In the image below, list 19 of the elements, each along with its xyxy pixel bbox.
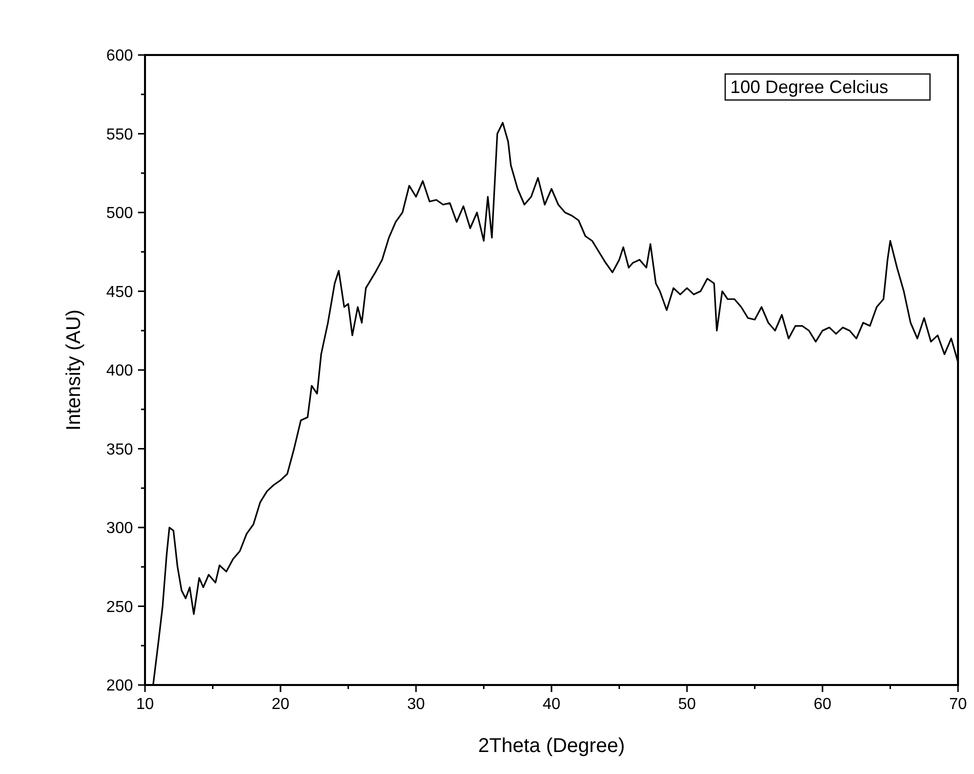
y-tick-label: 500 [106, 205, 134, 222]
y-tick-label: 300 [106, 520, 134, 537]
y-tick-label: 600 [106, 48, 134, 64]
y-tick-label: 200 [106, 678, 134, 694]
x-tick-label: 10 [136, 696, 154, 713]
x-tick-label: 70 [949, 696, 967, 713]
y-axis-title: Intensity (AU) [63, 309, 85, 431]
y-tick-label: 250 [106, 598, 134, 616]
y-tick-label: 400 [106, 362, 134, 380]
x-tick-label: 60 [814, 696, 832, 713]
x-tick-label: 20 [272, 696, 290, 713]
x-tick-label: 30 [407, 696, 425, 713]
y-tick-label: 550 [106, 126, 134, 144]
annotation: 100 Degree Celcius [730, 77, 888, 97]
y-tick-label: 450 [106, 284, 134, 301]
x-tick-label: 40 [542, 696, 560, 713]
y-tick-label: 350 [106, 441, 134, 458]
x-axis-title: 2Theta (Degree) [478, 735, 625, 757]
x-tick-label: 50 [678, 696, 696, 713]
